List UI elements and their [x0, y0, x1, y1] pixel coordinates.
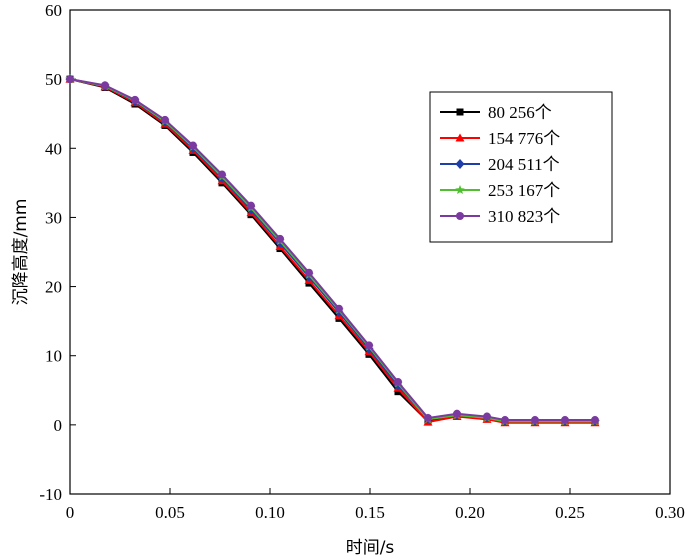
data-point	[66, 75, 74, 84]
legend-item: 80 256个	[440, 103, 552, 122]
x-tick-label: 0.10	[255, 503, 285, 522]
y-tick-label: 50	[45, 70, 62, 89]
data-point	[591, 416, 599, 425]
legend-marker	[456, 212, 464, 220]
data-point	[335, 304, 343, 313]
y-tick-label: 40	[45, 139, 62, 158]
data-point	[424, 413, 432, 422]
legend-item: 154 776个	[440, 129, 560, 148]
x-tick-label: 0.20	[455, 503, 485, 522]
legend-marker	[455, 185, 465, 195]
y-tick-label: 30	[45, 208, 62, 227]
legend-item: 253 167个	[440, 181, 560, 200]
axis-ticks: 0 0.05 0.10 0.15 0.20 0.25 0.30-10010203040506…	[39, 1, 685, 522]
y-tick-label: -10	[39, 485, 62, 504]
legend-label: 80 256个	[488, 103, 552, 122]
data-point	[501, 416, 509, 425]
series-5	[66, 75, 599, 425]
data-point	[189, 141, 197, 150]
legend-item: 310 823个	[440, 207, 560, 226]
data-point	[305, 268, 313, 277]
data-point	[531, 416, 539, 425]
data-point	[483, 412, 491, 421]
data-point	[453, 409, 461, 418]
legend-marker	[456, 108, 464, 116]
legend-label: 204 511个	[488, 155, 560, 174]
data-point	[561, 416, 569, 425]
y-tick-label: 60	[45, 1, 62, 20]
legend-marker	[455, 133, 465, 142]
y-tick-label: 20	[45, 278, 62, 297]
legend-label: 253 167个	[488, 181, 560, 200]
data-point	[394, 377, 402, 386]
legend-label: 154 776个	[488, 129, 560, 148]
x-tick-label: 0.30	[655, 503, 685, 522]
y-tick-label: 0	[54, 416, 63, 435]
legend: 80 256个 154 776个 204 511个 253 167个 310 823个	[429, 91, 613, 243]
data-point	[218, 170, 226, 179]
x-tick-label: 0.25	[555, 503, 585, 522]
y-tick-label: 10	[45, 347, 62, 366]
legend-item: 204 511个	[440, 155, 560, 174]
x-tick-label: 0	[66, 503, 75, 522]
series-layer	[65, 74, 600, 427]
legend-marker	[455, 159, 465, 169]
data-point	[276, 234, 284, 243]
data-point	[247, 201, 255, 210]
data-point	[101, 81, 109, 90]
x-tick-label: 0.05	[155, 503, 185, 522]
legend-label: 310 823个	[488, 207, 560, 226]
data-point	[161, 115, 169, 124]
data-point	[365, 341, 373, 350]
x-tick-label: 0.15	[355, 503, 385, 522]
y-axis-title: 沉降高度/mm	[11, 199, 31, 306]
data-point	[131, 95, 139, 104]
x-axis-title: 时间/s	[346, 538, 395, 558]
